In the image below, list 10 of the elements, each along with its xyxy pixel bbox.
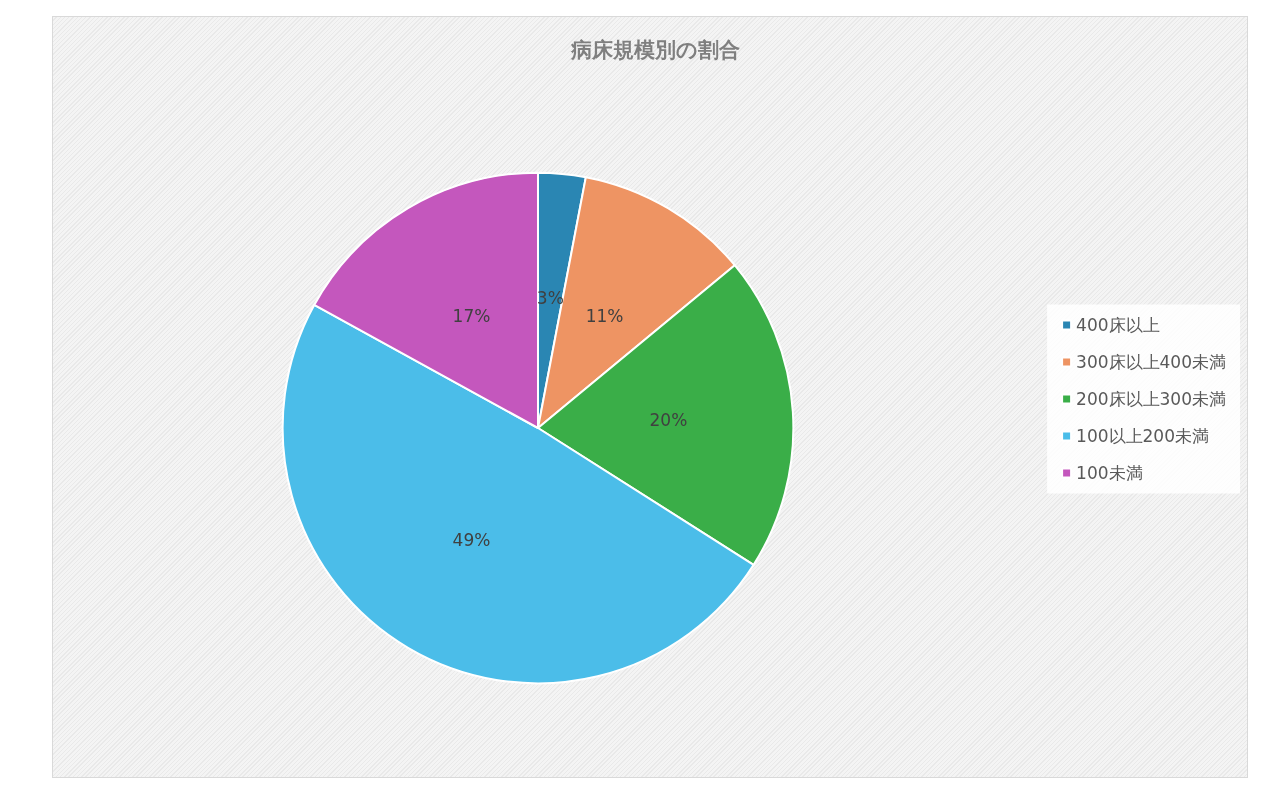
legend-label: 100以上200未満 bbox=[1076, 426, 1210, 446]
legend-label: 300床以上400未満 bbox=[1076, 352, 1227, 372]
legend-label: 400床以上 bbox=[1076, 315, 1160, 335]
legend-label: 100未満 bbox=[1076, 463, 1143, 483]
data-label: 49% bbox=[452, 530, 491, 551]
chart-title: 病床規模別の割合 bbox=[569, 37, 740, 62]
data-label: 20% bbox=[649, 409, 688, 430]
legend-label: 200床以上300未満 bbox=[1076, 389, 1227, 409]
data-label: 11% bbox=[585, 305, 624, 326]
data-label: 17% bbox=[452, 305, 491, 326]
